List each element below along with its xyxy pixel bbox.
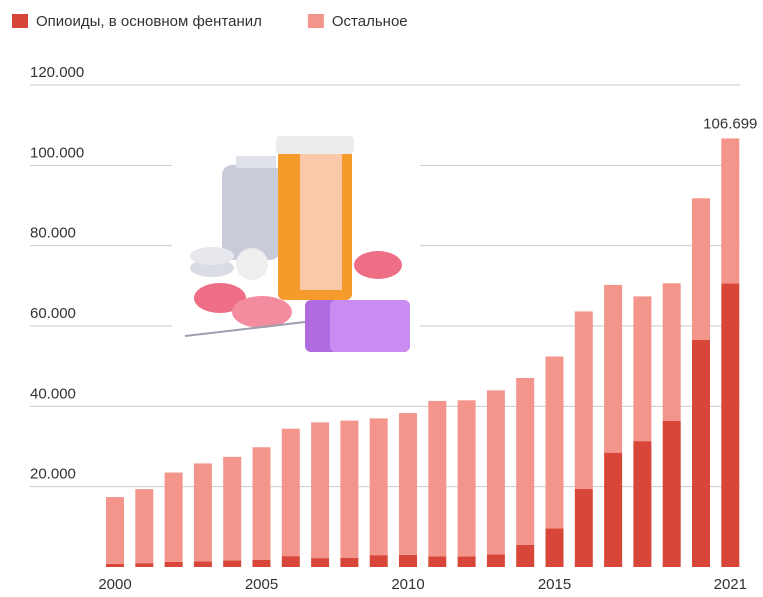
x-tick-label: 2015 xyxy=(538,576,571,592)
x-tick-label: 2021 xyxy=(714,576,747,592)
bar-segment xyxy=(486,554,505,567)
bar-segment xyxy=(340,420,359,558)
bar-segment xyxy=(633,296,652,442)
bar-segment xyxy=(486,390,505,555)
bar-segment xyxy=(574,489,593,567)
bar-segment xyxy=(633,441,652,567)
y-tick-label: 100.000 xyxy=(30,144,84,161)
bar-segment xyxy=(604,284,623,453)
total-label: 106.699 xyxy=(703,115,757,132)
bar-segment xyxy=(516,377,535,545)
bar-segment xyxy=(281,428,300,557)
legend-label: Опиоиды, в основном фентанил xyxy=(36,13,262,30)
bar-segment xyxy=(428,400,447,557)
bar-segment xyxy=(457,400,476,557)
bar-segment xyxy=(516,544,535,567)
bar-segment xyxy=(193,561,212,567)
bar-segment xyxy=(721,138,740,284)
y-tick-label: 20.000 xyxy=(30,466,76,483)
bar-segment xyxy=(281,556,300,567)
bar-segment xyxy=(574,311,593,490)
y-tick-label: 60.000 xyxy=(30,305,76,322)
bar-segment xyxy=(164,472,183,562)
bar-segment xyxy=(106,563,124,567)
bar-segment xyxy=(604,452,623,567)
bar-segment xyxy=(662,283,681,421)
bar-segment xyxy=(662,420,681,567)
legend-label: Остальное xyxy=(332,13,408,30)
bar-segment xyxy=(340,557,359,567)
bar-segment xyxy=(311,558,330,567)
bar-segment xyxy=(399,554,417,567)
bar-segment xyxy=(193,463,212,562)
bar-segment xyxy=(311,422,330,559)
bar-segment xyxy=(369,418,388,556)
bar-segment xyxy=(223,560,242,567)
bar-segment xyxy=(692,339,710,567)
bar-segment xyxy=(428,556,447,567)
bar-segment xyxy=(692,198,710,340)
bar-segment xyxy=(399,413,417,555)
y-tick-label: 40.000 xyxy=(30,385,76,402)
bar-segment xyxy=(721,283,740,567)
bar-segment xyxy=(545,528,564,567)
bar-segment xyxy=(223,456,242,561)
x-tick-label: 2005 xyxy=(245,576,278,592)
legend-swatch xyxy=(12,14,28,28)
bar-segment xyxy=(164,561,183,567)
y-tick-label: 120.000 xyxy=(30,64,84,81)
y-tick-label: 80.000 xyxy=(30,225,76,242)
bars-group xyxy=(106,138,740,567)
bar-segment xyxy=(135,489,154,564)
x-tick-label: 2000 xyxy=(98,576,131,592)
bar-segment xyxy=(252,447,271,561)
bar-segment xyxy=(545,356,564,529)
bar-segment xyxy=(106,497,124,564)
bar-segment xyxy=(369,555,388,567)
bar-segment xyxy=(252,560,271,567)
legend-swatch xyxy=(307,14,324,28)
bar-segment xyxy=(135,563,154,567)
illustration xyxy=(172,128,420,360)
bar-segment xyxy=(457,556,476,567)
x-tick-label: 2010 xyxy=(391,576,424,592)
